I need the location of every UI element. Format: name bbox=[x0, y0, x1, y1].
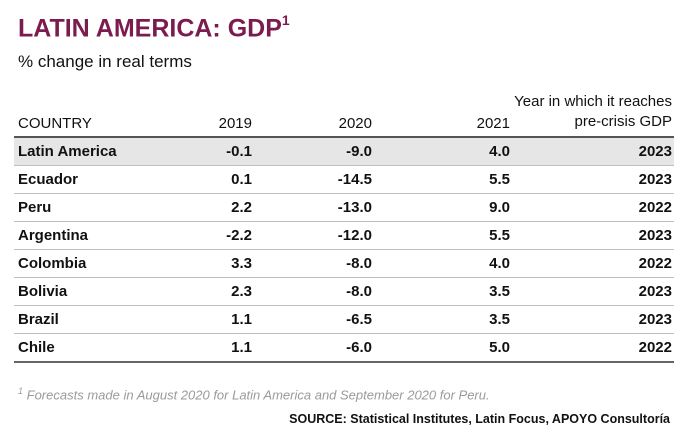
value-2019-cell: 0.1 bbox=[164, 165, 256, 194]
pre-crisis-year-cell: 2023 bbox=[514, 277, 674, 306]
footnote: 1 Forecasts made in August 2020 for Lati… bbox=[18, 386, 490, 402]
value-2021-cell: 5.5 bbox=[376, 221, 514, 250]
pre-crisis-year-cell: 2022 bbox=[514, 333, 674, 363]
value-2021-cell: 5.0 bbox=[376, 333, 514, 363]
pre-crisis-year-cell: 2022 bbox=[514, 249, 674, 278]
country-cell: Peru bbox=[14, 193, 164, 222]
country-cell: Bolivia bbox=[14, 277, 164, 306]
column-header-2020: 2020 bbox=[338, 115, 372, 132]
value-2019-cell: -2.2 bbox=[164, 221, 256, 250]
table-row: Chile 1.1 -6.0 5.0 2022 bbox=[14, 333, 674, 363]
value-2019-cell: 1.1 bbox=[164, 333, 256, 363]
value-2019-cell: 2.3 bbox=[164, 277, 256, 306]
country-cell: Ecuador bbox=[14, 165, 164, 194]
value-2021-cell: 3.5 bbox=[376, 277, 514, 306]
country-cell: Latin America bbox=[14, 137, 164, 166]
chart-title: LATIN AMERICA: GDP1 bbox=[18, 12, 290, 43]
value-2019-cell: 3.3 bbox=[164, 249, 256, 278]
value-2021-cell: 5.5 bbox=[376, 165, 514, 194]
table-row: Ecuador 0.1 -14.5 5.5 2023 bbox=[14, 165, 674, 194]
pre-crisis-year-cell: 2023 bbox=[514, 305, 674, 334]
value-2021-cell: 9.0 bbox=[376, 193, 514, 222]
table-row: Argentina -2.2 -12.0 5.5 2023 bbox=[14, 221, 674, 250]
pre-crisis-year-cell: 2023 bbox=[514, 165, 674, 194]
pre-crisis-year-cell: 2022 bbox=[514, 193, 674, 222]
title-footnote-marker: 1 bbox=[281, 12, 290, 28]
footnote-marker: 1 bbox=[18, 386, 24, 396]
country-cell: Chile bbox=[14, 333, 164, 363]
value-2020-cell: -12.0 bbox=[256, 221, 376, 250]
country-cell: Argentina bbox=[14, 221, 164, 250]
value-2020-cell: -8.0 bbox=[256, 277, 376, 306]
footnote-text: Forecasts made in August 2020 for Latin … bbox=[26, 387, 490, 403]
table-header-row: COUNTRY 2019 2020 2021 Year in which it … bbox=[14, 92, 674, 137]
column-header-2021: 2021 bbox=[476, 115, 510, 132]
gdp-table-container: COUNTRY 2019 2020 2021 Year in which it … bbox=[14, 92, 674, 363]
value-2021-cell: 4.0 bbox=[376, 137, 514, 166]
table-row: Bolivia 2.3 -8.0 3.5 2023 bbox=[14, 277, 674, 306]
value-2020-cell: -6.0 bbox=[256, 333, 376, 363]
value-2021-cell: 3.5 bbox=[376, 305, 514, 334]
value-2020-cell: -9.0 bbox=[256, 137, 376, 166]
chart-subtitle: % change in real terms bbox=[18, 52, 192, 71]
pre-crisis-year-cell: 2023 bbox=[514, 137, 674, 166]
table-row: Brazil 1.1 -6.5 3.5 2023 bbox=[14, 305, 674, 334]
value-2019-cell: -0.1 bbox=[164, 137, 256, 166]
value-2020-cell: -14.5 bbox=[256, 165, 376, 194]
chart-title-text: LATIN AMERICA: GDP bbox=[18, 14, 282, 43]
column-header-country: COUNTRY bbox=[18, 115, 92, 132]
pre-crisis-year-cell: 2023 bbox=[514, 221, 674, 250]
table-row: Peru 2.2 -13.0 9.0 2022 bbox=[14, 193, 674, 222]
table-body: Latin America -0.1 -9.0 4.0 2023 Ecuador 0.1 -1… bbox=[14, 137, 674, 363]
gdp-table: COUNTRY 2019 2020 2021 Year in which it … bbox=[14, 92, 674, 363]
value-2020-cell: -6.5 bbox=[256, 305, 376, 334]
value-2020-cell: -8.0 bbox=[256, 249, 376, 278]
value-2019-cell: 2.2 bbox=[164, 193, 256, 222]
value-2021-cell: 4.0 bbox=[376, 249, 514, 278]
column-header-pre-crisis-year: Year in which it reaches pre-crisis GDP bbox=[514, 93, 672, 130]
column-header-2019: 2019 bbox=[218, 115, 252, 132]
table-row: Colombia 3.3 -8.0 4.0 2022 bbox=[14, 249, 674, 278]
country-cell: Colombia bbox=[14, 249, 164, 278]
country-cell: Brazil bbox=[14, 305, 164, 334]
source-note: SOURCE: Statistical Institutes, Latin Fo… bbox=[289, 412, 670, 426]
table-row: Latin America -0.1 -9.0 4.0 2023 bbox=[14, 137, 674, 166]
value-2020-cell: -13.0 bbox=[256, 193, 376, 222]
value-2019-cell: 1.1 bbox=[164, 305, 256, 334]
